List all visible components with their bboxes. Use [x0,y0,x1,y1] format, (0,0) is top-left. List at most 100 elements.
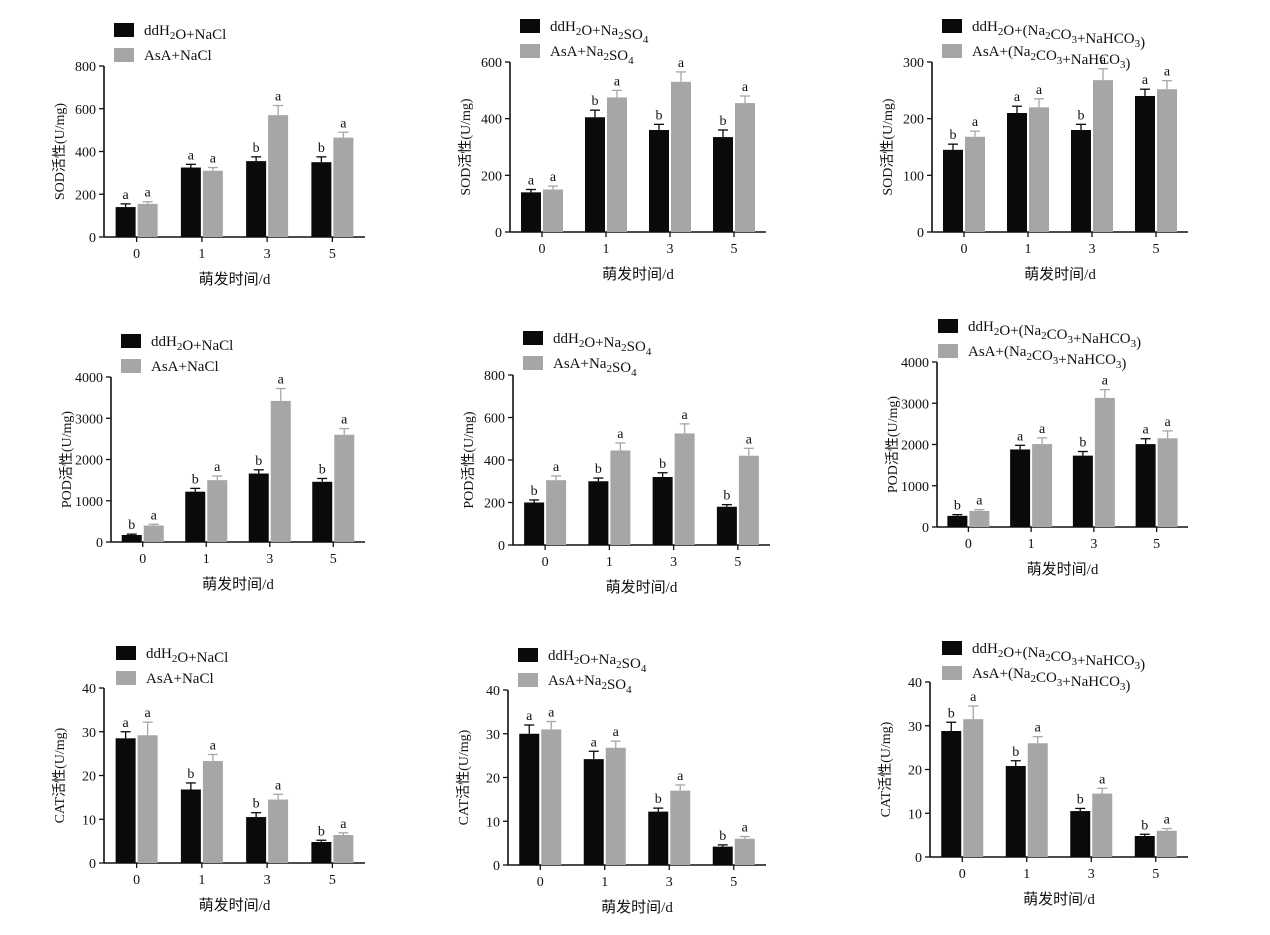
bar [333,137,354,237]
y-tick-label: 0 [96,536,103,551]
y-tick-label: 1000 [75,495,103,510]
bar [115,738,136,863]
y-axis-title: CAT活性(U/mg) [878,721,894,817]
y-axis-title: CAT活性(U/mg) [52,727,68,823]
bar [180,789,201,863]
y-tick-label: 40 [486,684,500,699]
y-tick-label: 4000 [75,371,103,386]
y-tick-label: 0 [89,857,96,872]
significance-letter: a [214,460,221,475]
bar [943,149,963,232]
y-tick-label: 20 [486,772,500,787]
bar [246,817,267,863]
significance-letter: b [192,472,199,487]
y-tick-label: 40 [82,682,96,697]
significance-letter: a [1102,374,1109,389]
x-tick-label: 3 [264,873,271,888]
x-tick-label: 5 [329,873,336,888]
bar [1134,836,1155,857]
y-tick-label: 30 [82,726,96,741]
significance-letter: a [746,432,753,447]
significance-letter: a [591,735,598,750]
x-tick-label: 1 [1023,867,1030,882]
significance-letter: a [1035,721,1042,736]
y-tick-label: 600 [75,103,96,118]
bar [965,136,985,232]
significance-letter: a [1165,415,1172,430]
bar [1092,793,1113,857]
bar [121,534,142,542]
bar [588,481,609,545]
x-tick-label: 3 [670,555,677,570]
x-axis-title: 萌发时间/d [1027,561,1099,578]
legend-swatch [523,331,543,345]
bar [268,799,289,863]
y-tick-label: 1000 [901,480,929,495]
x-tick-label: 0 [133,247,140,262]
y-axis-title: SOD活性(U/mg) [458,98,474,196]
significance-letter: a [677,769,684,784]
y-tick-label: 0 [493,859,500,874]
bar [270,400,291,542]
y-axis-title: SOD活性(U/mg) [52,103,68,201]
x-tick-label: 0 [537,875,544,890]
bar [941,731,962,857]
legend-label: AsA+Na2SO4 [548,673,632,696]
bar [524,502,545,545]
y-tick-label: 10 [82,813,96,828]
bar [735,103,755,232]
x-tick-label: 0 [133,873,140,888]
y-tick-label: 400 [75,146,96,161]
bar [1093,80,1113,232]
y-tick-label: 40 [908,676,922,691]
y-tick-label: 600 [481,56,502,71]
x-tick-label: 1 [1025,242,1032,257]
bar [1027,743,1048,857]
x-axis-title: 萌发时间/d [602,266,674,283]
y-axis-title: POD活性(U/mg) [885,396,901,494]
legend-swatch [942,19,962,33]
x-tick-label: 0 [961,242,968,257]
bar [521,192,541,232]
y-tick-label: 30 [486,728,500,743]
legend-label: ddH2O+Na2SO4 [550,19,649,46]
bar [1157,438,1178,527]
x-tick-label: 5 [734,555,741,570]
significance-letter: a [1143,423,1150,438]
bar [546,480,567,545]
bar [713,137,733,232]
significance-letter: b [1078,108,1085,123]
significance-letter: b [954,499,961,514]
bar [738,455,759,545]
x-tick-label: 5 [1153,537,1160,552]
bar [519,733,540,865]
significance-letter: a [548,706,555,721]
significance-letter: a [210,152,217,167]
significance-letter: a [1164,813,1171,828]
y-tick-label: 200 [75,188,96,203]
significance-letter: a [528,174,535,189]
significance-letter: a [145,706,152,721]
x-axis-title: 萌发时间/d [1024,266,1096,283]
bar [1029,107,1049,232]
bar [1070,811,1091,857]
x-tick-label: 3 [667,242,674,257]
bar [202,761,223,863]
bar [671,81,691,232]
significance-letter: b [187,767,194,782]
significance-letter: b [253,797,260,812]
x-tick-label: 3 [1090,537,1097,552]
legend-label: AsA+NaCl [146,671,214,687]
bar [115,207,136,237]
legend-label: AsA+NaCl [151,359,219,375]
x-tick-label: 1 [603,242,610,257]
y-tick-label: 600 [484,412,505,427]
bar [712,846,733,865]
significance-letter: a [1036,83,1043,98]
significance-letter: a [678,56,685,71]
x-tick-label: 3 [266,552,273,567]
y-tick-label: 200 [481,169,502,184]
y-tick-label: 20 [82,770,96,785]
